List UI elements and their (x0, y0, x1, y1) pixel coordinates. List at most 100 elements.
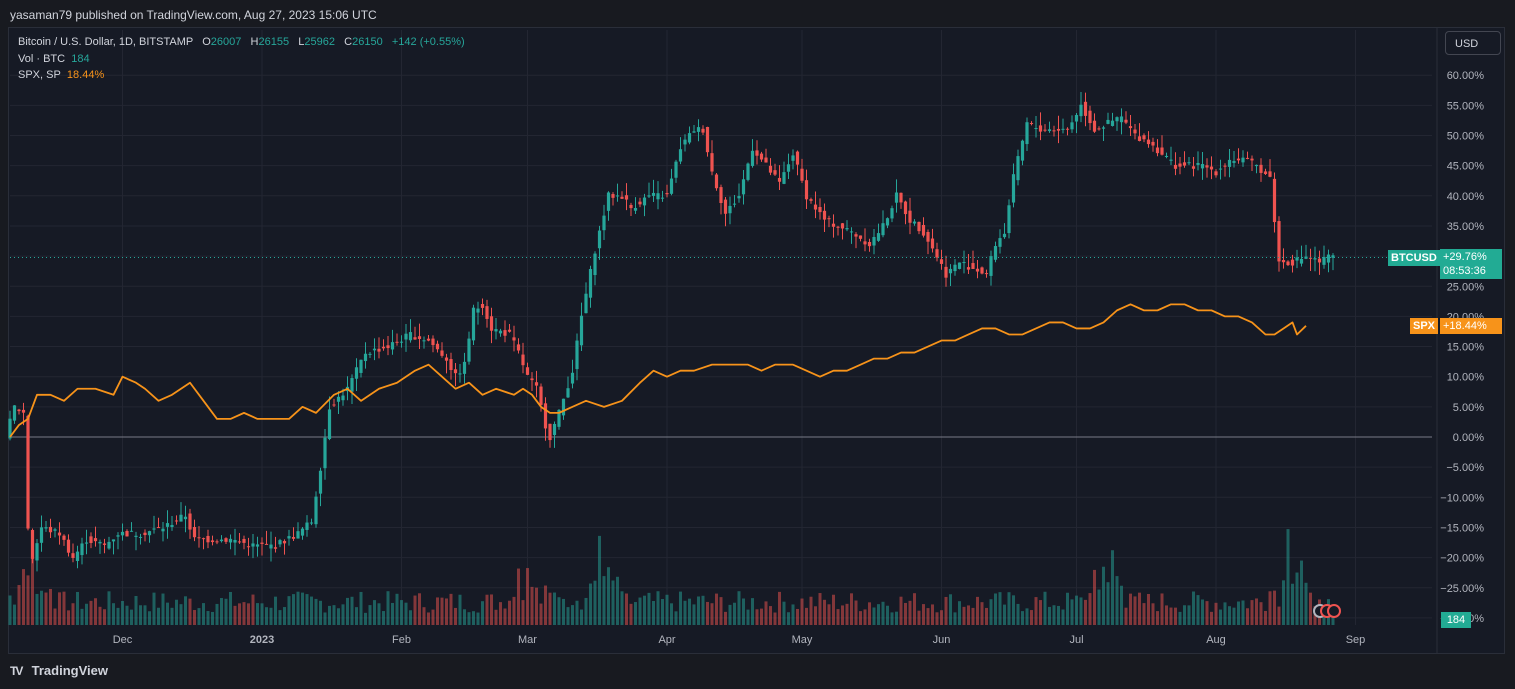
legend-close-value: 26150 (352, 36, 383, 48)
volume-bar (769, 606, 772, 625)
candle-body (764, 157, 768, 163)
volume-bar (701, 595, 705, 625)
volume-bar (67, 610, 70, 625)
spx-series-line (9, 303, 1307, 438)
volume-bar (1061, 609, 1065, 625)
candle-body (1052, 130, 1056, 132)
volume-bar (490, 594, 493, 625)
candle-body (1074, 114, 1079, 122)
volume-bar (1039, 600, 1042, 625)
candle-body (1313, 258, 1317, 260)
volume-bar (332, 605, 336, 625)
candle-body (354, 367, 359, 379)
volume-bar (1147, 593, 1150, 625)
candle-body (710, 153, 714, 172)
candle-body (372, 348, 377, 351)
candle-body (980, 267, 984, 274)
candle-body (84, 542, 89, 544)
volume-bar (859, 611, 862, 625)
volume-bar (8, 595, 12, 625)
btc-countdown: 08:53:36 (1443, 265, 1486, 277)
volume-bar (1079, 597, 1083, 625)
candle-body (1119, 116, 1124, 123)
volume-bar (1021, 611, 1024, 625)
candle-body (327, 409, 332, 440)
candle-body (210, 540, 215, 543)
volume-bar (683, 600, 687, 625)
candle-body (237, 541, 242, 543)
volume-bar (773, 612, 777, 625)
candle-body (557, 409, 561, 427)
volume-bar (755, 609, 759, 625)
footer-brand[interactable]: TV TradingView (10, 663, 108, 678)
candle-body (1160, 147, 1164, 155)
candle-body (35, 543, 39, 561)
volume-bar (1120, 585, 1123, 625)
candle-body (570, 372, 575, 384)
volume-bar (395, 593, 399, 625)
volume-bar (427, 612, 430, 625)
candle-body (1196, 162, 1200, 165)
candle-body (1029, 123, 1034, 125)
volume-bar (485, 594, 489, 625)
volume-bar (647, 592, 651, 625)
y-tick-label: −20.00% (1440, 553, 1484, 565)
candle-body (917, 221, 921, 232)
volume-bar (854, 600, 858, 625)
volume-bar (1210, 611, 1213, 625)
candle-body (1241, 157, 1245, 163)
candle-body (309, 522, 314, 524)
candle-body (53, 529, 57, 531)
volume-bar (724, 611, 727, 625)
candle-body (408, 332, 413, 341)
volume-bar (1093, 569, 1096, 625)
candle-body (305, 522, 309, 530)
candle-body (809, 199, 813, 201)
candle-body (264, 543, 269, 545)
candle-body (1169, 159, 1173, 161)
candle-body (1137, 136, 1142, 141)
candle-body (1038, 125, 1043, 132)
volume-bar (89, 600, 93, 625)
candle-body (440, 350, 444, 356)
volume-bar (994, 593, 997, 625)
volume-bar (211, 611, 214, 625)
volume-bar (823, 599, 826, 625)
candle-body (953, 264, 957, 272)
volume-bar (454, 607, 457, 625)
volume-bar (1300, 560, 1303, 625)
volume-bar (985, 607, 988, 625)
volume-bar (710, 603, 714, 625)
volume-bar (116, 607, 120, 625)
candle-body (962, 262, 966, 264)
legend-volume: Vol · BTC 184 (18, 53, 90, 65)
volume-bar (1003, 604, 1006, 625)
candle-body (48, 526, 53, 533)
candle-body (966, 267, 971, 270)
candle-body (1128, 126, 1133, 129)
y-tick-label: 55.00% (1447, 100, 1485, 112)
candle-body (1047, 129, 1052, 132)
candle-body (899, 192, 903, 203)
volume-bar (553, 592, 556, 625)
volume-bar (292, 594, 295, 625)
volume-bar (557, 597, 561, 625)
volume-bar (382, 611, 385, 625)
volume-bar (670, 603, 673, 625)
volume-bar (413, 595, 417, 625)
volume-bar (445, 598, 448, 625)
candle-body (876, 233, 881, 241)
volume-bar (661, 599, 664, 625)
volume-bar (364, 612, 367, 625)
candle-body (863, 241, 867, 245)
candle-body (1277, 221, 1281, 262)
volume-bar (274, 596, 277, 625)
candle-body (57, 532, 62, 536)
candle-body (602, 215, 606, 231)
currency-button[interactable]: USD (1445, 31, 1501, 55)
volume-bar (913, 593, 916, 625)
candle-body (971, 263, 975, 269)
legend-spx-label: SPX, SP (18, 69, 61, 81)
candle-body (656, 193, 660, 200)
